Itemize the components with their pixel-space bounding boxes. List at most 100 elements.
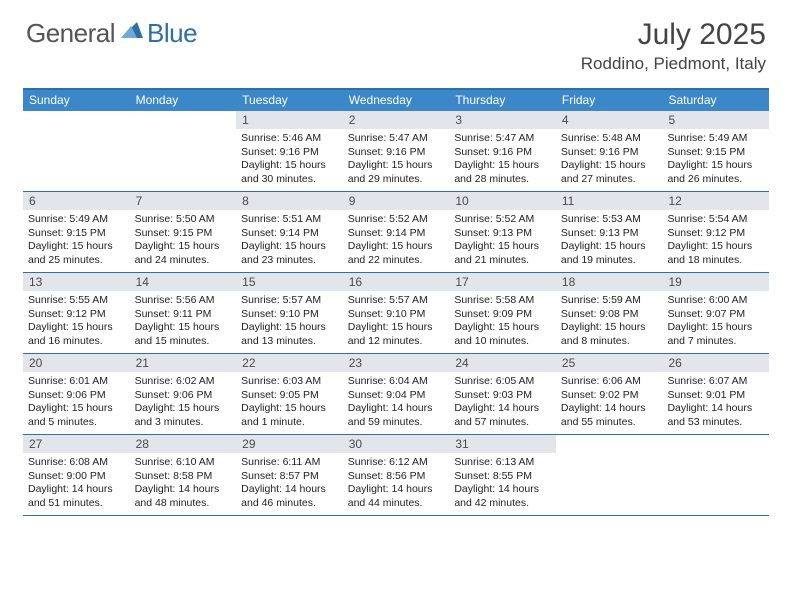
day-cell: 12Sunrise: 5:54 AMSunset: 9:12 PMDayligh… — [662, 192, 769, 272]
day-info: Sunrise: 5:53 AMSunset: 9:13 PMDaylight:… — [556, 210, 663, 272]
day-cell: 1Sunrise: 5:46 AMSunset: 9:16 PMDaylight… — [236, 111, 343, 191]
week-row: 6Sunrise: 5:49 AMSunset: 9:15 PMDaylight… — [23, 192, 769, 273]
day-cell: 31Sunrise: 6:13 AMSunset: 8:55 PMDayligh… — [449, 435, 556, 515]
day-cell: 22Sunrise: 6:03 AMSunset: 9:05 PMDayligh… — [236, 354, 343, 434]
weekday-header: Sunday — [23, 90, 130, 111]
day-number: 25 — [556, 354, 663, 372]
empty-cell — [23, 111, 130, 191]
day-cell: 15Sunrise: 5:57 AMSunset: 9:10 PMDayligh… — [236, 273, 343, 353]
day-number: 13 — [23, 273, 130, 291]
day-number: 23 — [343, 354, 450, 372]
day-info: Sunrise: 6:08 AMSunset: 9:00 PMDaylight:… — [23, 453, 130, 515]
day-info: Sunrise: 5:47 AMSunset: 9:16 PMDaylight:… — [343, 129, 450, 191]
day-cell: 11Sunrise: 5:53 AMSunset: 9:13 PMDayligh… — [556, 192, 663, 272]
day-number: 3 — [449, 111, 556, 129]
day-info: Sunrise: 5:47 AMSunset: 9:16 PMDaylight:… — [449, 129, 556, 191]
day-cell: 25Sunrise: 6:06 AMSunset: 9:02 PMDayligh… — [556, 354, 663, 434]
day-cell: 8Sunrise: 5:51 AMSunset: 9:14 PMDaylight… — [236, 192, 343, 272]
day-info: Sunrise: 6:12 AMSunset: 8:56 PMDaylight:… — [343, 453, 450, 515]
logo-text-general: General — [26, 18, 115, 49]
day-info: Sunrise: 6:06 AMSunset: 9:02 PMDaylight:… — [556, 372, 663, 434]
week-row: 20Sunrise: 6:01 AMSunset: 9:06 PMDayligh… — [23, 354, 769, 435]
weekday-header: Friday — [556, 90, 663, 111]
day-info: Sunrise: 6:02 AMSunset: 9:06 PMDaylight:… — [130, 372, 237, 434]
day-number: 12 — [662, 192, 769, 210]
weekday-header: Tuesday — [236, 90, 343, 111]
day-info: Sunrise: 5:56 AMSunset: 9:11 PMDaylight:… — [130, 291, 237, 353]
logo: General Blue — [26, 18, 197, 49]
day-info: Sunrise: 5:52 AMSunset: 9:14 PMDaylight:… — [343, 210, 450, 272]
day-info: Sunrise: 6:10 AMSunset: 8:58 PMDaylight:… — [130, 453, 237, 515]
weekday-header: Saturday — [662, 90, 769, 111]
day-number: 26 — [662, 354, 769, 372]
day-cell: 9Sunrise: 5:52 AMSunset: 9:14 PMDaylight… — [343, 192, 450, 272]
day-number: 30 — [343, 435, 450, 453]
day-cell: 20Sunrise: 6:01 AMSunset: 9:06 PMDayligh… — [23, 354, 130, 434]
day-cell: 19Sunrise: 6:00 AMSunset: 9:07 PMDayligh… — [662, 273, 769, 353]
day-cell: 14Sunrise: 5:56 AMSunset: 9:11 PMDayligh… — [130, 273, 237, 353]
day-cell: 17Sunrise: 5:58 AMSunset: 9:09 PMDayligh… — [449, 273, 556, 353]
day-info: Sunrise: 6:00 AMSunset: 9:07 PMDaylight:… — [662, 291, 769, 353]
day-number: 10 — [449, 192, 556, 210]
weekday-header: Wednesday — [343, 90, 450, 111]
calendar: Sunday Monday Tuesday Wednesday Thursday… — [23, 88, 769, 516]
day-cell: 7Sunrise: 5:50 AMSunset: 9:15 PMDaylight… — [130, 192, 237, 272]
empty-cell — [662, 435, 769, 515]
week-row: 27Sunrise: 6:08 AMSunset: 9:00 PMDayligh… — [23, 435, 769, 516]
day-number: 18 — [556, 273, 663, 291]
day-cell: 29Sunrise: 6:11 AMSunset: 8:57 PMDayligh… — [236, 435, 343, 515]
day-info: Sunrise: 5:58 AMSunset: 9:09 PMDaylight:… — [449, 291, 556, 353]
day-info: Sunrise: 5:49 AMSunset: 9:15 PMDaylight:… — [23, 210, 130, 272]
day-info: Sunrise: 5:57 AMSunset: 9:10 PMDaylight:… — [343, 291, 450, 353]
day-number: 15 — [236, 273, 343, 291]
day-info: Sunrise: 6:13 AMSunset: 8:55 PMDaylight:… — [449, 453, 556, 515]
weekday-header: Thursday — [449, 90, 556, 111]
day-number: 9 — [343, 192, 450, 210]
day-number: 20 — [23, 354, 130, 372]
title-block: July 2025 Roddino, Piedmont, Italy — [581, 18, 766, 74]
weekday-header-row: Sunday Monday Tuesday Wednesday Thursday… — [23, 90, 769, 111]
day-info: Sunrise: 6:04 AMSunset: 9:04 PMDaylight:… — [343, 372, 450, 434]
day-number: 8 — [236, 192, 343, 210]
day-number: 21 — [130, 354, 237, 372]
day-cell: 27Sunrise: 6:08 AMSunset: 9:00 PMDayligh… — [23, 435, 130, 515]
day-number: 5 — [662, 111, 769, 129]
day-info: Sunrise: 5:57 AMSunset: 9:10 PMDaylight:… — [236, 291, 343, 353]
day-number: 7 — [130, 192, 237, 210]
day-number: 27 — [23, 435, 130, 453]
day-number: 17 — [449, 273, 556, 291]
day-number: 28 — [130, 435, 237, 453]
empty-cell — [556, 435, 663, 515]
day-number: 11 — [556, 192, 663, 210]
day-info: Sunrise: 5:50 AMSunset: 9:15 PMDaylight:… — [130, 210, 237, 272]
day-number: 1 — [236, 111, 343, 129]
day-cell: 4Sunrise: 5:48 AMSunset: 9:16 PMDaylight… — [556, 111, 663, 191]
day-cell: 10Sunrise: 5:52 AMSunset: 9:13 PMDayligh… — [449, 192, 556, 272]
day-cell: 30Sunrise: 6:12 AMSunset: 8:56 PMDayligh… — [343, 435, 450, 515]
day-number: 22 — [236, 354, 343, 372]
day-number: 4 — [556, 111, 663, 129]
day-cell: 23Sunrise: 6:04 AMSunset: 9:04 PMDayligh… — [343, 354, 450, 434]
day-info: Sunrise: 6:05 AMSunset: 9:03 PMDaylight:… — [449, 372, 556, 434]
day-info: Sunrise: 5:48 AMSunset: 9:16 PMDaylight:… — [556, 129, 663, 191]
day-number: 29 — [236, 435, 343, 453]
day-info: Sunrise: 6:03 AMSunset: 9:05 PMDaylight:… — [236, 372, 343, 434]
day-cell: 24Sunrise: 6:05 AMSunset: 9:03 PMDayligh… — [449, 354, 556, 434]
logo-sail-icon — [119, 20, 145, 40]
day-cell: 2Sunrise: 5:47 AMSunset: 9:16 PMDaylight… — [343, 111, 450, 191]
day-cell: 26Sunrise: 6:07 AMSunset: 9:01 PMDayligh… — [662, 354, 769, 434]
day-cell: 21Sunrise: 6:02 AMSunset: 9:06 PMDayligh… — [130, 354, 237, 434]
logo-text-blue: Blue — [147, 18, 197, 49]
day-info: Sunrise: 5:51 AMSunset: 9:14 PMDaylight:… — [236, 210, 343, 272]
day-cell: 18Sunrise: 5:59 AMSunset: 9:08 PMDayligh… — [556, 273, 663, 353]
day-number: 19 — [662, 273, 769, 291]
day-cell: 28Sunrise: 6:10 AMSunset: 8:58 PMDayligh… — [130, 435, 237, 515]
weekday-header: Monday — [130, 90, 237, 111]
day-number: 2 — [343, 111, 450, 129]
week-row: 13Sunrise: 5:55 AMSunset: 9:12 PMDayligh… — [23, 273, 769, 354]
day-number: 6 — [23, 192, 130, 210]
day-cell: 3Sunrise: 5:47 AMSunset: 9:16 PMDaylight… — [449, 111, 556, 191]
day-number: 16 — [343, 273, 450, 291]
header: General Blue July 2025 Roddino, Piedmont… — [0, 0, 792, 80]
day-info: Sunrise: 5:54 AMSunset: 9:12 PMDaylight:… — [662, 210, 769, 272]
